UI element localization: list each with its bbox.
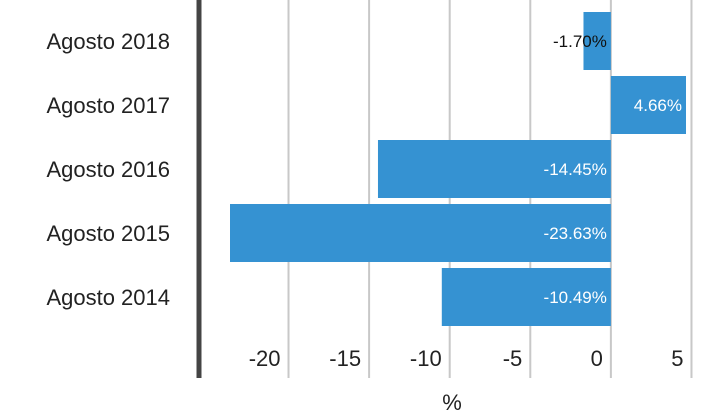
bar bbox=[230, 204, 611, 262]
data-label: -14.45% bbox=[544, 160, 607, 179]
label-layer: -1.70% 4.66% -14.45% -23.63% -10.49% bbox=[544, 32, 682, 307]
data-label: -1.70% bbox=[553, 32, 607, 51]
data-label: -10.49% bbox=[544, 288, 607, 307]
category-labels: Agosto 2018 Agosto 2017 Agosto 2016 Agosto … bbox=[46, 29, 170, 310]
x-tick-label: 0 bbox=[591, 346, 603, 371]
category-label: Agosto 2014 bbox=[46, 285, 170, 310]
bar bbox=[441, 268, 611, 326]
bar-layer bbox=[230, 12, 686, 326]
x-tick-label: -15 bbox=[329, 346, 361, 371]
category-label: Agosto 2017 bbox=[46, 93, 170, 118]
bar bbox=[610, 76, 686, 134]
x-tick-label: -10 bbox=[410, 346, 442, 371]
category-label: Agosto 2015 bbox=[46, 221, 170, 246]
x-tick-labels: -20 -15 -10 -5 0 5 bbox=[249, 346, 684, 371]
bar bbox=[377, 140, 611, 198]
x-tick-label: 5 bbox=[671, 346, 683, 371]
bar bbox=[583, 12, 611, 70]
data-label: -23.63% bbox=[544, 224, 607, 243]
x-tick-label: -5 bbox=[503, 346, 523, 371]
category-label: Agosto 2018 bbox=[46, 29, 170, 54]
x-tick-label: -20 bbox=[249, 346, 281, 371]
category-label: Agosto 2016 bbox=[46, 157, 170, 182]
x-axis-title: % bbox=[442, 390, 462, 415]
data-label: 4.66% bbox=[634, 96, 682, 115]
